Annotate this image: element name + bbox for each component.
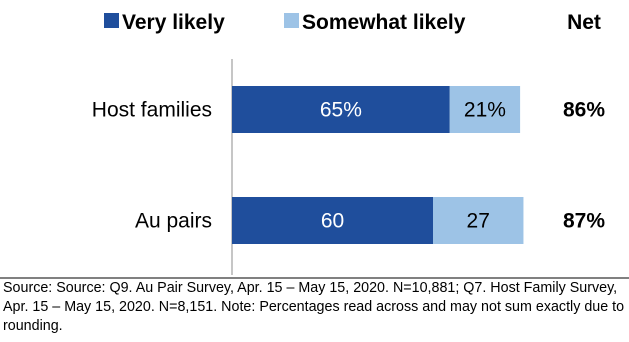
net-value-host-families: 86% — [563, 99, 605, 122]
data-label-very-likely-au-pairs: 60 — [321, 210, 344, 233]
net-values: 86% 87% — [563, 99, 605, 233]
data-label-very-likely-host-families: 65% — [320, 99, 362, 122]
bar-very-likely-au-pairs — [232, 197, 433, 244]
bar-somewhat-likely-au-pairs — [433, 197, 524, 244]
legend-swatch-somewhat-likely — [284, 13, 299, 28]
bars — [232, 86, 524, 244]
source-note: Source: Source: Q9. Au Pair Survey, Apr.… — [3, 280, 625, 334]
bar-somewhat-likely-host-families — [449, 86, 521, 133]
legend-swatch-very-likely — [104, 13, 119, 28]
net-column-header: Net — [567, 11, 601, 34]
category-label-host-families: Host families — [92, 99, 212, 122]
data-label-somewhat-likely-host-families: 21% — [464, 99, 506, 122]
data-label-somewhat-likely-au-pairs: 27 — [467, 210, 490, 233]
category-label-au-pairs: Au pairs — [135, 210, 212, 233]
bar-very-likely-host-families — [232, 86, 450, 133]
net-value-au-pairs: 87% — [563, 210, 605, 233]
legend-label-somewhat-likely: Somewhat likely — [302, 11, 466, 34]
legend-label-very-likely: Very likely — [122, 11, 225, 34]
legend: Very likely Somewhat likely — [104, 11, 466, 34]
segment-labels: 65% 21% 60 27 — [320, 99, 506, 233]
category-labels: Host families Au pairs — [92, 99, 212, 233]
